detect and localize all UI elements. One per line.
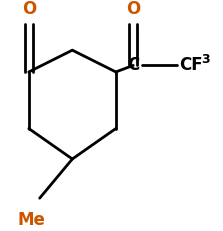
Text: O: O	[22, 0, 36, 18]
Text: O: O	[126, 0, 140, 18]
Text: Me: Me	[17, 211, 45, 229]
Text: C: C	[127, 56, 139, 74]
Text: CF: CF	[179, 56, 203, 74]
Text: 3: 3	[201, 53, 209, 67]
